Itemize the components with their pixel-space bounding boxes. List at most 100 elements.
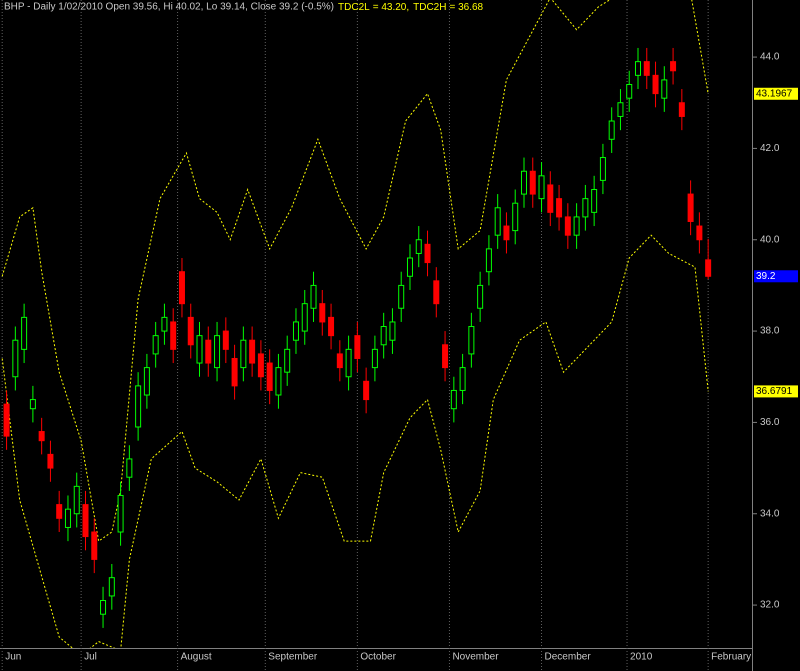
candle-body (135, 385, 142, 428)
candle-body (556, 198, 563, 218)
x-tick-label: August (181, 652, 212, 663)
chart-title: BHP - Daily 1/02/2010 Open 39.56, Hi 40.… (4, 2, 334, 13)
x-tick-label: Jul (84, 652, 97, 663)
candle-body (573, 216, 580, 236)
y-tick-label: 36.0 (760, 417, 780, 428)
candle-body (538, 175, 545, 200)
candle-body (529, 170, 536, 195)
candle-body (222, 330, 229, 350)
candle-body (371, 348, 378, 369)
candle-body (406, 257, 413, 277)
candle-body (626, 83, 633, 99)
candle-body (442, 344, 449, 369)
candle-body (196, 335, 203, 364)
candle-body (354, 335, 361, 359)
candle-body (591, 189, 598, 213)
y-tick-label: 38.0 (760, 326, 780, 337)
candle-body (652, 74, 659, 95)
candle-body (468, 326, 475, 355)
band-line (1, 0, 709, 542)
candle-body (266, 362, 273, 391)
candle-body (100, 600, 107, 615)
y-tick-label: 42.0 (760, 143, 780, 154)
candle-body (520, 170, 527, 195)
candle-body (29, 399, 36, 410)
last-value-label: 43.1967 (756, 88, 793, 99)
candle-body (380, 326, 387, 346)
y-tick-label: 32.0 (760, 600, 780, 611)
candle-body (205, 339, 212, 364)
candle-body (310, 284, 317, 309)
candle-body (170, 321, 177, 350)
candle-body (670, 61, 677, 72)
candle-body (599, 157, 606, 181)
candle-body (328, 316, 335, 337)
candle-body (687, 193, 694, 222)
candle-body (301, 303, 308, 332)
candle-body (477, 284, 484, 309)
candle-body (292, 321, 299, 341)
candle-body (336, 353, 343, 369)
candle-body (398, 284, 405, 309)
candle-body (705, 259, 712, 277)
candle-body (415, 239, 422, 254)
candle-body (12, 339, 19, 378)
candle-body (634, 61, 641, 76)
y-tick-label: 34.0 (760, 508, 780, 519)
candle-body (564, 216, 571, 236)
candle-body (91, 531, 98, 560)
x-tick-label: October (360, 652, 396, 663)
candle-body (47, 453, 54, 469)
candle-body (459, 367, 466, 391)
candle-body (64, 508, 71, 528)
x-tick-label: December (545, 652, 592, 663)
candle-body (696, 225, 703, 241)
candle-body (424, 243, 431, 264)
candle-body (108, 577, 115, 597)
candle-body (126, 458, 133, 478)
candle-body (249, 339, 256, 364)
last-value-label: 36.6791 (756, 386, 793, 397)
legend-name: TDC2H (413, 2, 446, 13)
candle-body (450, 389, 457, 410)
candle-body (117, 494, 124, 533)
candle-body (240, 339, 247, 369)
candle-body (363, 380, 370, 401)
last-value-label: 39.2 (756, 271, 776, 282)
candle-body (678, 102, 685, 117)
candle-body (512, 202, 519, 232)
candle-body (152, 335, 159, 355)
legend-value: = 36.68 (449, 2, 483, 13)
band-line (1, 234, 709, 648)
candle-body (617, 102, 624, 117)
candle-body (56, 504, 63, 519)
x-tick-label: September (268, 652, 318, 663)
legend-value: = 43.20, (373, 2, 409, 13)
candle-body (433, 280, 440, 305)
x-tick-label: November (452, 652, 499, 663)
candle-body (503, 225, 510, 241)
candle-body (494, 207, 501, 236)
candle-body (38, 431, 45, 442)
candle-body (547, 184, 554, 213)
last-value-box (754, 87, 798, 100)
candle-body (178, 271, 185, 305)
candle-body (73, 485, 80, 515)
candle-body (661, 79, 668, 99)
candle-body (143, 367, 150, 396)
candle-body (582, 198, 589, 218)
candle-body (319, 303, 326, 323)
candle-body (485, 248, 492, 273)
candle-body (161, 316, 168, 332)
x-tick-label: February (711, 652, 751, 663)
candle-body (389, 321, 396, 341)
x-tick-label: Jun (5, 652, 21, 663)
candle-body (284, 348, 291, 373)
y-tick-label: 44.0 (760, 52, 780, 63)
candle-body (231, 357, 238, 387)
candle-body (187, 316, 194, 346)
candle-body (82, 504, 89, 538)
candle-body (608, 120, 615, 140)
